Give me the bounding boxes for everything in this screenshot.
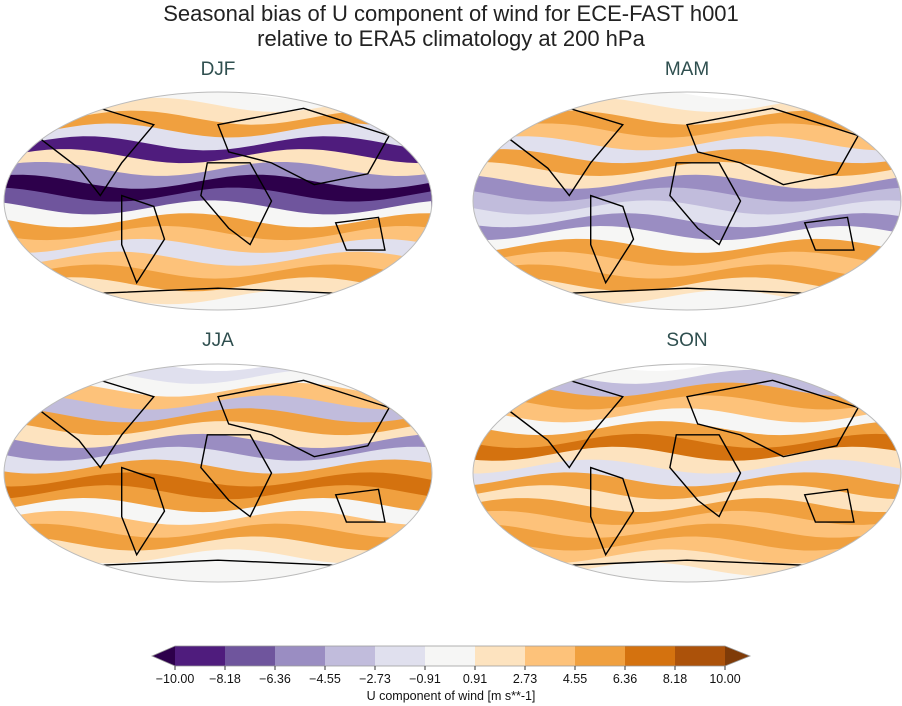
map-border <box>472 91 902 311</box>
colorbar-label: U component of wind [m s**-1] <box>366 689 536 703</box>
coastline <box>200 434 273 518</box>
colorbar-under-arrow <box>152 646 175 666</box>
coastline <box>217 107 391 186</box>
colorbar-tick-label: 2.73 <box>512 672 538 686</box>
coastline <box>334 216 386 251</box>
coastline <box>686 379 860 458</box>
coastline <box>120 194 166 285</box>
colorbar-tick-label: −0.91 <box>409 672 441 686</box>
colorbar-segment <box>425 646 475 666</box>
colorbar-segment <box>375 646 425 666</box>
coastline <box>334 488 386 523</box>
coastline <box>669 162 742 246</box>
colorbar-tick-label: −6.36 <box>259 672 291 686</box>
colorbar-tick-label: 4.55 <box>562 672 588 686</box>
coastline <box>803 216 855 251</box>
colorbar-segment <box>575 646 625 666</box>
colorbar-segment <box>525 646 575 666</box>
panel-title-jja: JJA <box>202 330 234 351</box>
colorbar-tick-label: −8.18 <box>209 672 241 686</box>
coastline <box>120 466 166 557</box>
colorbar-segment <box>225 646 275 666</box>
map-mam <box>472 91 902 311</box>
colorbar-tick-label: 6.36 <box>612 672 638 686</box>
map-border <box>3 363 433 583</box>
colorbar-tick-label: 8.18 <box>662 672 688 686</box>
map-panels <box>3 91 902 583</box>
coastline <box>686 107 860 186</box>
colorbar-tick-label: −2.73 <box>359 672 391 686</box>
colorbar-over-arrow <box>725 646 750 666</box>
coastline <box>590 466 635 557</box>
map-son <box>472 363 902 583</box>
coastline <box>590 194 635 285</box>
coastline <box>217 379 391 458</box>
coastline <box>803 488 855 523</box>
panel-title-djf: DJF <box>200 59 236 80</box>
colorbar-segment <box>175 646 225 666</box>
colorbar-segment <box>325 646 375 666</box>
map-border <box>3 91 433 311</box>
colorbar-tick-label: 10.00 <box>709 672 741 686</box>
panel-title-mam: MAM <box>664 59 710 80</box>
figure-title: Seasonal bias of U component of wind for… <box>163 1 739 51</box>
colorbar-tick-label: −4.55 <box>309 672 341 686</box>
colorbar-tick-label: 0.91 <box>462 672 488 686</box>
panel-title-son: SON <box>666 330 708 351</box>
coastline <box>200 162 273 246</box>
colorbar-segment <box>475 646 525 666</box>
colorbar-segment <box>625 646 675 666</box>
colorbar-segment <box>675 646 725 666</box>
coastline <box>669 434 742 518</box>
colorbar-segment <box>275 646 325 666</box>
colorbar-tick-label: −10.00 <box>155 672 195 686</box>
map-border <box>472 363 902 583</box>
